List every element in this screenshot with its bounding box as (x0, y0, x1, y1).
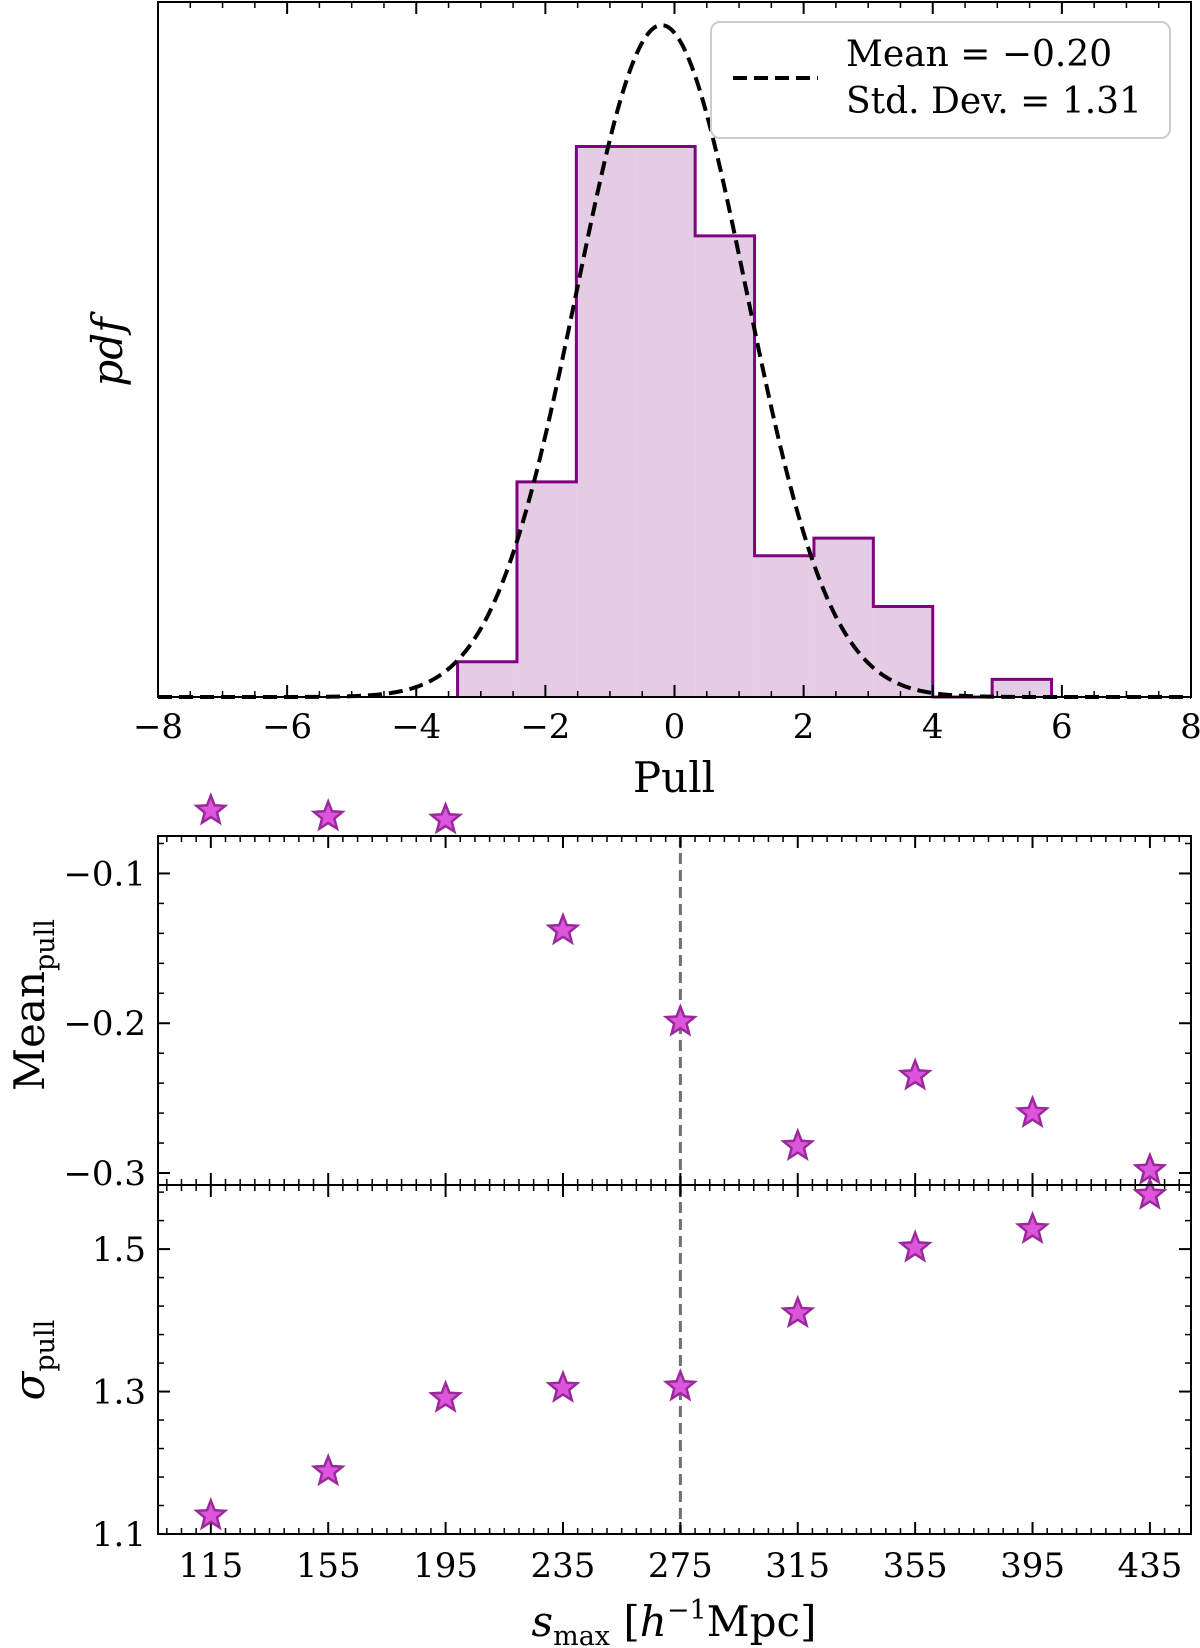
mean-pull-star (428, 801, 464, 835)
histogram-bins (456, 145, 1054, 699)
sigma-label-main: σ (5, 1370, 54, 1400)
mean-pull-star (193, 792, 229, 826)
x-label-s: s (532, 1597, 554, 1646)
histogram-bin (457, 661, 517, 697)
mean-pull-star (780, 1127, 816, 1161)
x-tick-label: 235 (531, 1546, 596, 1586)
histogram-bin (635, 146, 696, 697)
mean-label-sub: pull (30, 919, 61, 971)
y-tick-label: 1.3 (92, 1373, 146, 1413)
sigma-pull-star (193, 1497, 229, 1531)
bottom-x-label: smax [h−1Mpc] (532, 1595, 817, 1648)
histogram-axes-frame (157, 1, 1192, 698)
x-tick-label: 355 (883, 1546, 948, 1586)
sigma-pull-star (545, 1369, 581, 1403)
legend: Mean = −0.20 Std. Dev. = 1.31 (710, 21, 1171, 139)
histogram-panel: −8 −6 −4 −2 0 2 4 6 8 Mean = −0.20 Std. Dev. = 1… (83, 1, 1200, 802)
sigma-pull-star (662, 1368, 698, 1402)
histogram-bin (992, 679, 1052, 697)
histogram-bin (754, 555, 814, 697)
mean-pull-star (1132, 1151, 1168, 1185)
x-tick-label: 8 (1180, 707, 1200, 747)
histogram-y-label: pdf (83, 311, 132, 387)
pull-statistics-panels: −0.1 −0.2 −0.3 115 155 195 235 275 315 355 395 435… (5, 792, 1192, 1648)
sigma-label-sub: pull (30, 1320, 61, 1372)
x-tick-label: 275 (648, 1546, 713, 1586)
sigma-panel-ticks: 115 155 195 235 275 315 355 395 435 1.1 1.3 1.5 (92, 1185, 1191, 1586)
mean-pull-star (310, 798, 346, 832)
x-label-sub: max (553, 1621, 610, 1648)
sigma-pull-markers (193, 1176, 1168, 1531)
x-tick-label: 435 (1117, 1546, 1182, 1586)
legend-mean-text: Mean = −0.20 (846, 34, 1112, 75)
mean-panel-y-label: Meanpull (5, 919, 61, 1091)
mean-pull-star (1015, 1094, 1051, 1129)
histogram-bin (695, 235, 755, 697)
histogram-x-ticks: −8 −6 −4 −2 0 2 4 6 8 (133, 2, 1200, 747)
mean-pull-markers (193, 792, 1168, 1185)
histogram-bin (873, 606, 933, 697)
sigma-pull-star (310, 1452, 346, 1487)
x-label-h: h (640, 1597, 667, 1646)
y-tick-label: −0.2 (63, 1004, 146, 1044)
x-tick-label: 395 (1000, 1546, 1065, 1586)
y-tick-label: 1.1 (92, 1515, 146, 1555)
x-tick-label: 155 (296, 1546, 361, 1586)
x-tick-label: 0 (664, 707, 686, 747)
mean-panel-frame (157, 835, 1192, 1186)
mean-panel-ticks: −0.1 −0.2 −0.3 (63, 836, 1191, 1194)
x-tick-label: −6 (262, 707, 312, 747)
mean-pull-star (662, 1003, 698, 1037)
sigma-pull-star (1015, 1210, 1051, 1245)
mean-pull-star (897, 1057, 933, 1091)
histogram-bin (813, 538, 874, 697)
x-label-open: [ (610, 1597, 640, 1646)
legend-box (710, 21, 1171, 139)
x-tick-label: 2 (793, 707, 815, 747)
x-label-unit: Mpc] (707, 1597, 817, 1646)
sigma-pull-star (1132, 1176, 1168, 1210)
x-tick-label: −2 (520, 707, 570, 747)
sigma-pull-star (780, 1294, 816, 1329)
x-label-sup: −1 (667, 1595, 707, 1626)
legend-std-text: Std. Dev. = 1.31 (846, 81, 1142, 122)
mean-label-main: Mean (5, 971, 54, 1091)
y-tick-label: −0.3 (63, 1154, 146, 1194)
x-tick-label: 6 (1051, 707, 1073, 747)
sigma-panel-y-label: σpull (5, 1320, 61, 1401)
mean-pull-star (545, 911, 581, 946)
y-tick-label: −0.1 (63, 854, 146, 894)
sigma-pull-star (897, 1229, 933, 1263)
histogram-bin (516, 481, 577, 697)
histogram-x-label: Pull (633, 753, 715, 802)
y-tick-label: 1.5 (92, 1230, 146, 1270)
x-tick-label: −8 (133, 707, 183, 747)
x-tick-label: 4 (922, 707, 944, 747)
x-tick-label: 315 (765, 1546, 830, 1586)
x-tick-label: 115 (178, 1546, 243, 1586)
histogram-bin (576, 146, 636, 697)
x-tick-label: 195 (413, 1546, 478, 1586)
sigma-pull-star (428, 1379, 464, 1413)
x-tick-label: −4 (391, 707, 441, 747)
sigma-panel-frame (157, 1184, 1192, 1535)
